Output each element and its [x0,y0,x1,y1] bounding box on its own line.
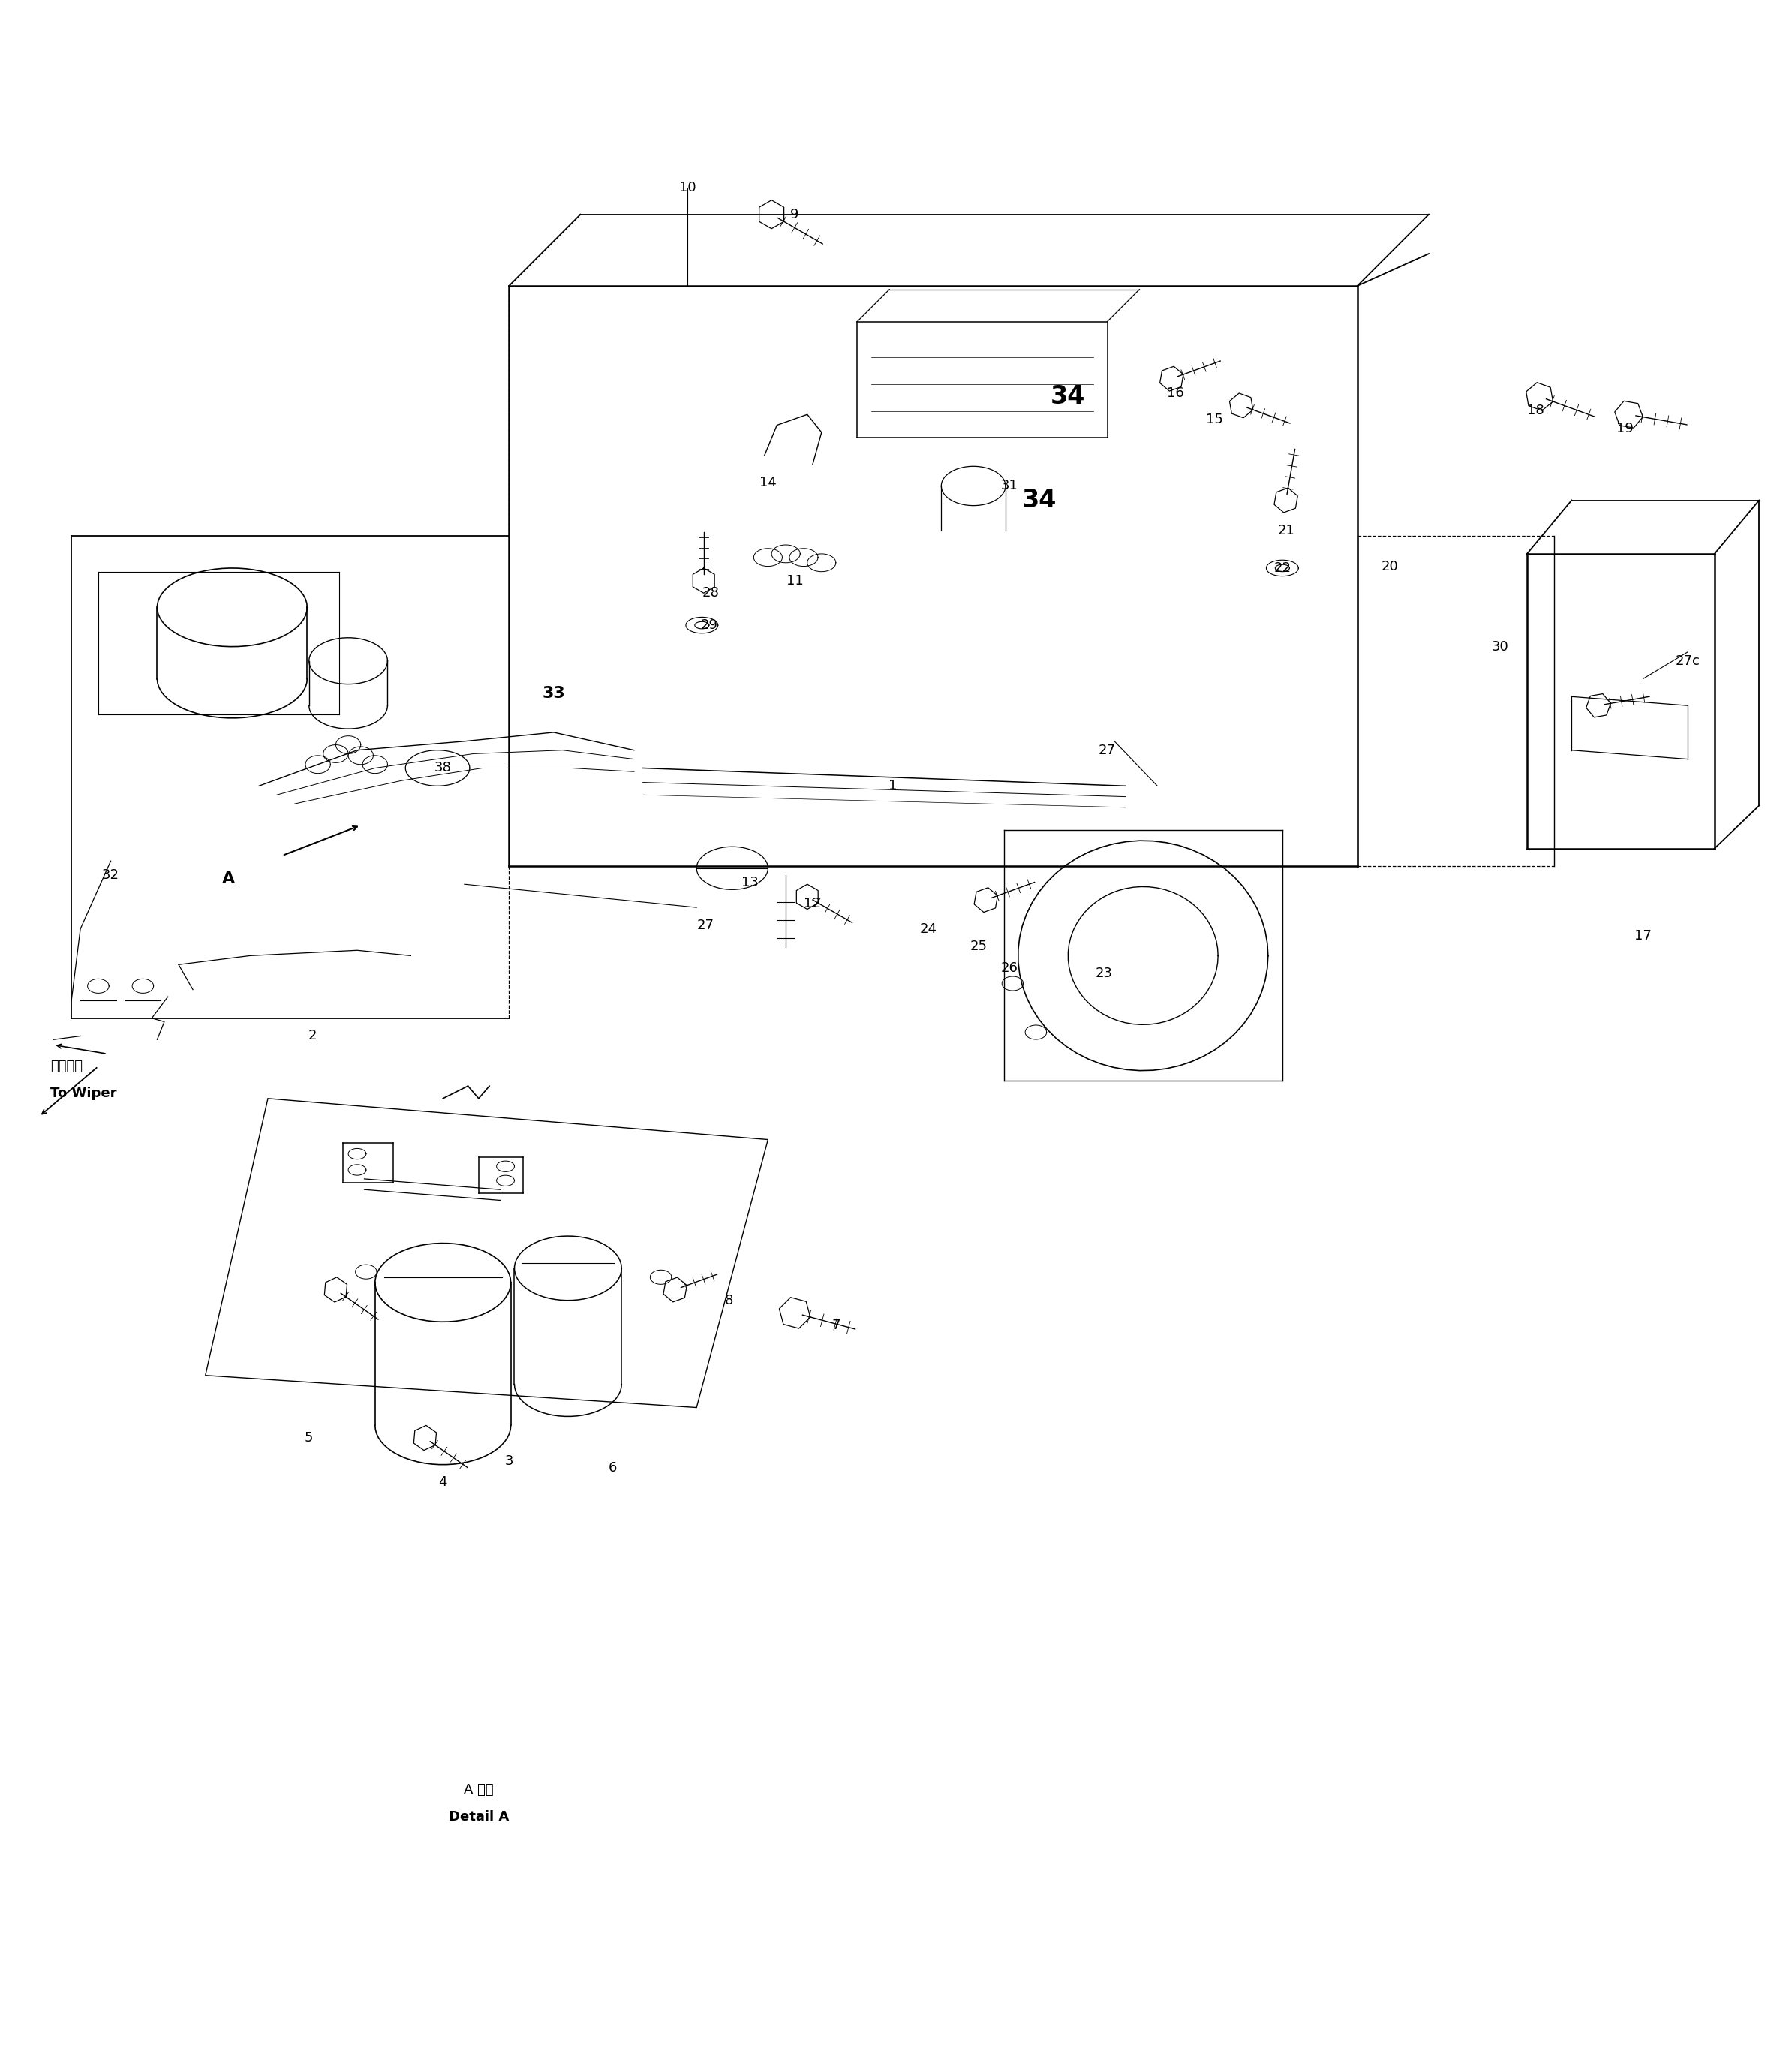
Text: 38: 38 [434,760,452,775]
Text: 19: 19 [1616,423,1634,435]
Text: 5: 5 [305,1432,313,1444]
Text: 14: 14 [759,477,777,489]
Text: 4: 4 [439,1475,446,1490]
Text: 24: 24 [920,922,938,937]
Text: 9: 9 [791,207,798,222]
Text: 34: 34 [1050,383,1086,408]
Text: 32: 32 [102,868,120,883]
Text: 10: 10 [679,180,697,195]
Text: 11: 11 [786,574,804,586]
Text: 27c: 27c [1675,655,1700,667]
Text: 27: 27 [697,918,714,932]
Text: 6: 6 [609,1461,616,1475]
Text: 20: 20 [1381,559,1398,574]
Text: 22: 22 [1273,562,1291,574]
Text: To Wiper: To Wiper [50,1086,116,1100]
Text: 23: 23 [1095,968,1113,980]
Text: A: A [221,872,236,887]
Text: 13: 13 [741,876,759,889]
Text: 12: 12 [804,897,822,910]
Text: 25: 25 [970,941,988,953]
Text: 27: 27 [1098,744,1116,756]
Text: 18: 18 [1527,404,1545,419]
Text: 31: 31 [1000,479,1018,493]
Text: 15: 15 [1206,412,1223,427]
Text: 34: 34 [1022,487,1057,512]
Text: 29: 29 [700,617,718,632]
Text: 16: 16 [1166,385,1184,400]
Text: 1: 1 [889,779,897,794]
Text: 33: 33 [543,686,564,700]
Text: 30: 30 [1491,640,1509,653]
Text: 2: 2 [309,1030,316,1042]
Text: A 詳細: A 詳細 [464,1784,493,1796]
Text: ワイパへ: ワイパへ [50,1059,82,1073]
Text: Detail A: Detail A [448,1809,509,1823]
Text: 17: 17 [1634,928,1652,943]
Text: 26: 26 [1000,961,1018,976]
Text: 3: 3 [505,1455,513,1467]
Text: 7: 7 [832,1318,839,1332]
Text: 8: 8 [725,1293,732,1307]
Text: 21: 21 [1277,524,1295,537]
Text: 28: 28 [702,586,720,599]
